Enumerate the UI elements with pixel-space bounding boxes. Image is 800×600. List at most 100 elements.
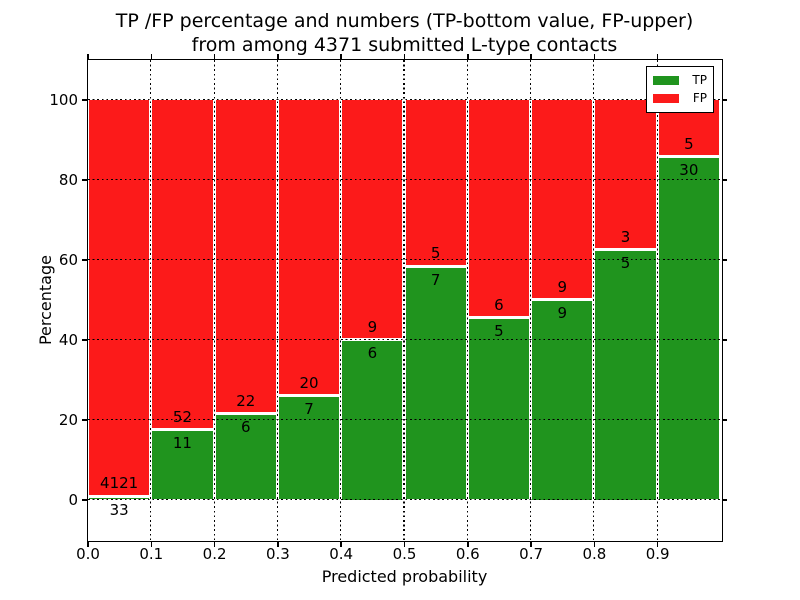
bar-segment-fp <box>468 99 530 318</box>
bar-segment-fp <box>215 99 276 414</box>
bar-edge <box>468 316 530 320</box>
bar-label-tp: 6 <box>367 344 378 362</box>
x-tick-label: 0.6 <box>455 545 480 563</box>
chart-title: TP /FP percentage and numbers (TP-bottom… <box>88 9 721 57</box>
y-tick-mark <box>82 499 87 501</box>
x-tick-mark-top <box>277 54 279 59</box>
bar-segment-fp <box>342 99 403 340</box>
bar-segment-fp <box>532 99 593 300</box>
gridlines-layer <box>87 59 721 540</box>
gridline-horizontal <box>87 498 721 501</box>
gridline-horizontal <box>87 178 721 181</box>
chart-title-line1: TP /FP percentage and numbers (TP-bottom… <box>115 10 694 32</box>
x-tick-mark-top <box>530 54 532 59</box>
y-tick-label: 100 <box>49 91 78 109</box>
bar-segment-fp <box>405 99 466 267</box>
bar-edge <box>595 248 656 251</box>
bar-label-tp: 7 <box>430 270 441 289</box>
bar-label-fp: 52 <box>172 407 192 426</box>
legend-item: TP <box>653 74 707 87</box>
x-tick-mark <box>213 541 216 547</box>
bar-labels-layer: 4121 33 52 11 22 6 20 7 9 6 5 7 6 5 9 9 3 5 5 30 <box>88 60 721 540</box>
bar-label-tp: 7 <box>304 400 314 419</box>
gridline-vertical <box>593 59 595 540</box>
bar-label-tp: 6 <box>240 418 251 437</box>
bar-segment-fp <box>89 99 150 497</box>
bar-segment-tp <box>278 395 340 500</box>
bar-segment-fp <box>278 99 340 396</box>
bar-segment-tp <box>595 249 656 500</box>
y-tick-mark-right <box>722 499 727 501</box>
y-tick-mark <box>82 339 87 341</box>
bar-label-fp: 9 <box>367 317 378 336</box>
bar-label-fp: 5 <box>430 244 441 263</box>
x-tick-mark <box>277 541 279 547</box>
x-tick-mark-top <box>340 54 342 59</box>
x-tick-mark <box>656 541 659 547</box>
bar-label-tp: 11 <box>172 434 192 453</box>
x-tick-mark-top <box>150 54 153 59</box>
bar-label-fp: 4121 <box>100 474 139 493</box>
bar-label-fp: 5 <box>684 134 694 153</box>
legend-swatch-fp-icon <box>653 94 679 103</box>
x-tick-mark-top <box>403 54 406 59</box>
x-tick-mark <box>593 541 596 547</box>
legend-label: FP <box>692 91 707 105</box>
bar-segment-fp <box>152 99 213 430</box>
y-tick-mark <box>82 419 87 421</box>
gridline-horizontal <box>87 418 721 421</box>
y-tick-mark-right <box>722 179 727 181</box>
legend: TP FP <box>646 66 714 113</box>
x-tick-mark <box>340 541 342 547</box>
legend-swatch-tp-icon <box>653 76 679 85</box>
x-axis-label: Predicted probability <box>321 567 488 586</box>
plot-area: 4121 33 52 11 22 6 20 7 9 6 5 7 6 5 9 9 3 5 5 30 <box>86 58 723 542</box>
x-tick-mark-top <box>467 54 469 59</box>
bar-segment-tp <box>152 429 213 500</box>
gridline-horizontal <box>87 258 721 261</box>
y-tick-label: 60 <box>58 251 78 269</box>
bar-edge <box>658 155 719 159</box>
x-tick-label: 0.8 <box>582 545 607 563</box>
gridline-vertical <box>150 59 152 540</box>
gridline-vertical <box>656 59 658 540</box>
bar-edge <box>152 428 213 432</box>
bar-edge <box>405 264 466 268</box>
x-tick-mark <box>530 541 532 547</box>
bar-segment-tp <box>532 299 593 500</box>
bar-label-tp: 33 <box>109 500 129 519</box>
y-tick-mark <box>82 259 87 261</box>
x-tick-label: 0.2 <box>202 545 227 563</box>
bar-label-tp: 9 <box>557 304 568 322</box>
gridline-vertical <box>530 59 532 540</box>
x-tick-mark-top <box>87 54 89 59</box>
bar-edge <box>532 298 593 301</box>
y-tick-label: 20 <box>58 411 78 429</box>
x-tick-mark-top <box>593 54 596 59</box>
chart-title-line2: from among 4371 submitted L-type contact… <box>191 34 618 56</box>
bar-segment-tp <box>89 496 150 500</box>
bar-label-fp: 9 <box>557 277 568 296</box>
bar-label-fp: 20 <box>299 373 319 392</box>
x-tick-label: 0.1 <box>139 545 164 563</box>
gridline-vertical <box>276 59 278 540</box>
bar-edge <box>89 494 150 498</box>
y-tick-mark <box>82 179 87 181</box>
bar-segment-tp <box>468 317 530 500</box>
bars-layer <box>88 60 721 540</box>
y-tick-mark <box>82 99 87 101</box>
x-tick-mark-top <box>213 54 216 59</box>
y-tick-mark-right <box>722 259 727 261</box>
bar-label-tp: 30 <box>679 161 699 180</box>
y-tick-label: 80 <box>58 171 78 189</box>
x-tick-label: 0.4 <box>329 545 354 563</box>
x-tick-mark <box>150 541 153 547</box>
bar-segment-tp <box>215 413 276 500</box>
x-tick-label: 0.5 <box>392 545 417 563</box>
bar-segment-tp <box>405 266 466 500</box>
x-tick-label: 0.0 <box>76 545 100 563</box>
x-tick-mark-top <box>656 54 659 59</box>
x-tick-label: 0.3 <box>265 545 290 563</box>
gridline-vertical <box>213 59 215 540</box>
